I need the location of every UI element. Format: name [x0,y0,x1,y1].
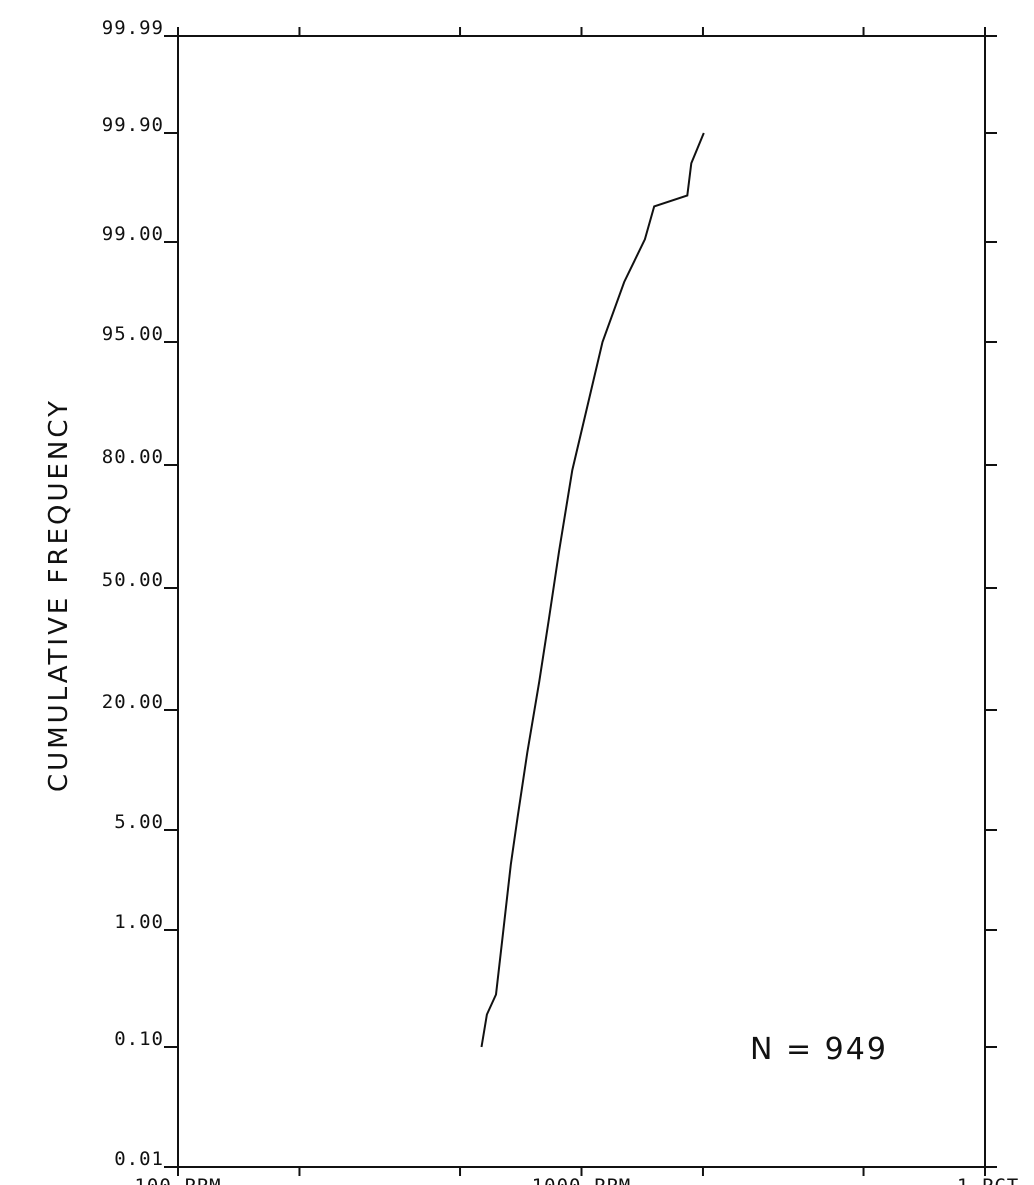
y-tick-label: 1.00 [114,911,164,933]
y-tick-label: 99.90 [102,114,164,136]
y-axis-label: CUMULATIVE FREQUENCY [44,398,74,792]
x-tick-label: 100 PPM [134,1175,221,1185]
y-tick-label: 80.00 [102,446,164,468]
sample-size-annotation: N = 949 [750,1032,888,1067]
y-tick-label: 0.10 [114,1028,164,1050]
y-tick-label: 5.00 [114,811,164,833]
y-tick-label: 95.00 [102,323,164,345]
x-tick-labels: 100 PPM 1000 PPM 1 PCT [134,1175,1019,1185]
x-tick-label: 1000 PPM [532,1175,632,1185]
y-tick-label: 99.99 [102,17,164,39]
plot-axes [177,35,986,1168]
y-tick-label: 50.00 [102,569,164,591]
y-tick-label: 0.01 [114,1148,164,1170]
y-tick-labels: 0.01 0.10 1.00 5.00 20.00 50.00 80.00 95.00 99.0… [102,17,164,1170]
axis-ticks [164,27,997,1176]
cumulative-frequency-line [480,132,705,1048]
x-tick-label: 1 PCT [957,1175,1019,1185]
y-tick-label: 20.00 [102,691,164,713]
y-tick-label: 99.00 [102,223,164,245]
